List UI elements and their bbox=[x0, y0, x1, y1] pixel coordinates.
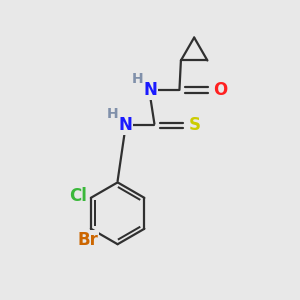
Text: O: O bbox=[213, 81, 227, 99]
Text: H: H bbox=[132, 72, 143, 86]
Text: H: H bbox=[107, 107, 118, 121]
Text: N: N bbox=[118, 116, 132, 134]
Text: Br: Br bbox=[77, 231, 98, 249]
Text: S: S bbox=[189, 116, 201, 134]
Text: Cl: Cl bbox=[69, 188, 86, 206]
Text: N: N bbox=[143, 81, 157, 99]
